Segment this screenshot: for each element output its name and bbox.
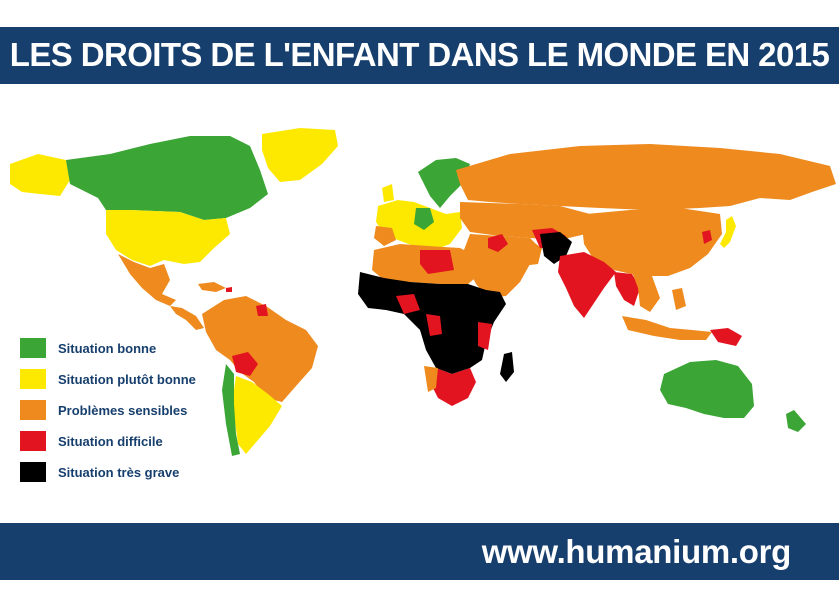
legend-swatch-tres-grave: [20, 462, 46, 482]
page-title: LES DROITS DE L'ENFANT DANS LE MONDE EN …: [9, 36, 830, 73]
region-india: [558, 252, 616, 318]
region-usa: [106, 210, 230, 266]
region-iran: [508, 240, 542, 266]
region-australia: [660, 360, 754, 418]
region-haiti: [226, 287, 232, 292]
region-philippines: [672, 288, 686, 310]
region-mexico: [118, 254, 176, 306]
region-southeast-asia: [614, 272, 640, 306]
legend-label: Situation très grave: [58, 465, 180, 480]
region-indonesia: [622, 316, 712, 340]
region-north-africa-difficile: [420, 250, 454, 274]
region-west-central: [426, 314, 442, 336]
legend-label: Problèmes sensibles: [58, 403, 188, 418]
region-uk: [382, 184, 394, 202]
title-banner: LES DROITS DE L'ENFANT DANS LE MONDE EN …: [0, 27, 839, 84]
region-syria-iraq: [488, 234, 508, 252]
region-new-zealand: [786, 410, 806, 432]
region-russia: [456, 144, 836, 210]
region-iberia: [374, 226, 396, 246]
region-korea: [702, 230, 712, 244]
legend-swatch-sensibles: [20, 400, 46, 420]
region-canada: [66, 136, 268, 220]
region-japan: [720, 216, 736, 248]
region-south-america: [202, 296, 318, 402]
region-papua: [710, 328, 742, 346]
region-chile: [222, 364, 240, 456]
region-china: [582, 208, 722, 276]
legend-swatch-difficile: [20, 431, 46, 451]
region-alaska: [10, 154, 70, 196]
region-southern-cone: [234, 376, 282, 454]
region-nigeria: [396, 294, 420, 314]
footer-url[interactable]: www.humanium.org: [481, 533, 792, 570]
region-madagascar: [500, 352, 514, 382]
region-guyana: [256, 304, 268, 316]
region-central-america: [170, 306, 204, 330]
region-namibia: [424, 366, 438, 392]
region-caribbean: [198, 282, 226, 292]
region-southern-africa: [430, 368, 476, 406]
legend-swatch-plutot-bonne: [20, 369, 46, 389]
legend-label: Situation difficile: [58, 434, 163, 449]
footer-banner: www.humanium.org: [0, 523, 839, 580]
region-central-asia: [460, 202, 590, 240]
legend-label: Situation plutôt bonne: [58, 372, 196, 387]
legend-swatch-bonne: [20, 338, 46, 358]
region-central-europe: [414, 208, 434, 230]
region-indochina: [632, 272, 660, 312]
region-bolivia: [232, 352, 258, 376]
world-map: [10, 128, 836, 456]
region-east-africa: [478, 322, 492, 350]
region-greenland: [262, 128, 338, 182]
legend-label: Situation bonne: [58, 341, 157, 356]
